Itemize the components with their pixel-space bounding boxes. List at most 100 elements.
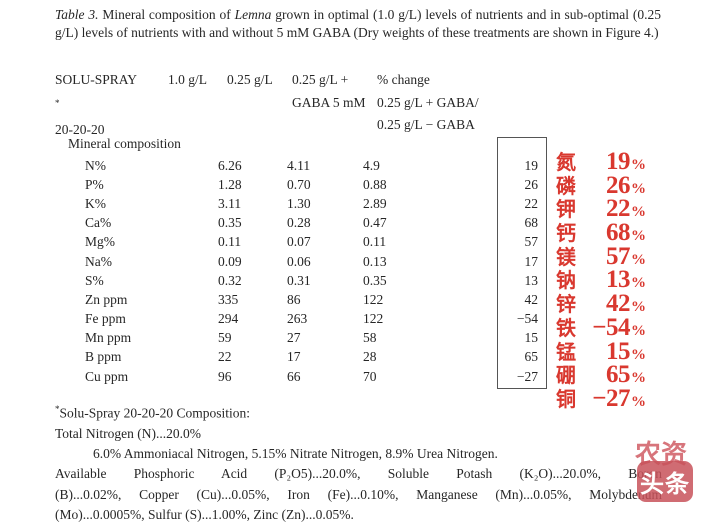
value-pct-change: 57 bbox=[524, 234, 539, 250]
annotation-element-cn: 锌 bbox=[556, 292, 576, 317]
annotation-row: 锰 15% bbox=[556, 336, 646, 365]
value-suboptimal: 1.30 bbox=[287, 195, 311, 211]
row-label: Ca% bbox=[85, 215, 112, 231]
annotation-row: 锌 42% bbox=[556, 288, 646, 317]
header-gaba-line1: 0.25 g/L + bbox=[292, 72, 349, 87]
red-annotations: 氮 19% 磷 26% 钾 22% 钙 68% 镁 57% 钠 13% 锌 42% 铁 −54%… bbox=[556, 146, 646, 412]
value-pct-change: 13 bbox=[524, 272, 539, 288]
value-optimal: 96 bbox=[218, 368, 232, 384]
footnote-composition-title: *Solu-Spray 20-20-20 Composition: bbox=[55, 399, 662, 424]
percent-sign: % bbox=[631, 251, 646, 268]
table-row: N% 6.26 4.11 4.9 19 bbox=[55, 156, 538, 175]
annotation-value: 19 bbox=[606, 148, 631, 175]
row-label: Zn ppm bbox=[85, 291, 128, 307]
footnote-nitrogen-breakdown: 6.0% Ammoniacal Nitrogen, 5.15% Nitrate … bbox=[93, 446, 498, 462]
table-row: Mg% 0.11 0.07 0.11 57 bbox=[55, 233, 538, 252]
watermark: 农资 头条 bbox=[633, 437, 713, 507]
annotation-row: 钾 22% bbox=[556, 193, 646, 222]
value-suboptimal: 0.06 bbox=[287, 253, 311, 269]
value-gaba: 28 bbox=[363, 349, 377, 365]
annotation-element-cn: 硼 bbox=[556, 363, 576, 388]
value-suboptimal: 0.07 bbox=[287, 234, 311, 250]
value-pct-change: −27 bbox=[516, 368, 538, 384]
value-gaba: 122 bbox=[363, 291, 384, 307]
caption-species-name: Lemna bbox=[234, 7, 272, 22]
annotation-value: 57 bbox=[606, 242, 631, 270]
table-row: B ppm 22 17 28 65 bbox=[55, 348, 538, 367]
value-pct-change: −54 bbox=[516, 311, 538, 327]
annotation-value: 13 bbox=[606, 266, 631, 294]
header-col-suboptimal: 0.25 g/L bbox=[227, 69, 273, 92]
annotation-element-cn: 钙 bbox=[556, 221, 576, 246]
header-pct-line2: 0.25 g/L + GABA/ bbox=[377, 94, 479, 110]
table-row: Mn ppm 59 27 58 15 bbox=[55, 329, 538, 348]
annotation-element-cn: 钾 bbox=[556, 197, 576, 222]
header-col-optimal: 1.0 g/L bbox=[168, 69, 207, 92]
header-pct-line3: 0.25 g/L − GABA bbox=[377, 117, 475, 132]
annotation-row: 磷 26% bbox=[556, 170, 646, 199]
value-gaba: 0.47 bbox=[363, 215, 387, 231]
table-row: S% 0.32 0.31 0.35 13 bbox=[55, 271, 538, 290]
table-row: P% 1.28 0.70 0.88 26 bbox=[55, 175, 538, 194]
percent-sign: % bbox=[631, 322, 646, 339]
annotation-element-cn: 铁 bbox=[556, 315, 576, 340]
header-col-product: SOLU-SPRAY * 20-20-20 bbox=[55, 69, 137, 141]
value-pct-change: 42 bbox=[524, 291, 539, 307]
percent-sign: % bbox=[631, 180, 646, 197]
footnote-title-text: Solu-Spray 20-20-20 Composition: bbox=[59, 405, 251, 421]
value-gaba: 58 bbox=[363, 330, 377, 346]
annotation-element-cn: 氮 bbox=[556, 150, 576, 174]
header-suboptimal-label: 0.25 g/L bbox=[227, 72, 273, 87]
annotation-value: 26 bbox=[606, 171, 631, 199]
value-pct-change: 19 bbox=[524, 157, 539, 173]
value-optimal: 0.32 bbox=[218, 272, 242, 288]
value-suboptimal: 27 bbox=[287, 330, 301, 346]
annotation-value: 42 bbox=[606, 290, 631, 318]
value-gaba: 70 bbox=[363, 368, 377, 384]
row-label: S% bbox=[85, 272, 104, 288]
pct-change-highlight-box bbox=[497, 137, 547, 389]
value-pct-change: 15 bbox=[524, 330, 539, 346]
percent-sign: % bbox=[631, 299, 646, 316]
row-label: B ppm bbox=[85, 349, 122, 365]
footnote-total-nitrogen: Total Nitrogen (N)...20.0% bbox=[55, 425, 202, 441]
row-label: K% bbox=[85, 195, 106, 211]
annotation-value: −27 bbox=[592, 384, 630, 412]
header-pct-line1: % change bbox=[377, 72, 430, 87]
footnote-minerals-line1: Available Phosphoric Acid (P₂O5)...20.0%… bbox=[55, 466, 662, 482]
annotation-value: −54 bbox=[592, 313, 630, 341]
header-gaba-line2: GABA 5 mM bbox=[292, 94, 366, 110]
watermark-badge: 头条 bbox=[637, 461, 693, 502]
row-label: Cu ppm bbox=[85, 368, 129, 384]
annotation-row: 铁 −54% bbox=[556, 312, 646, 341]
percent-sign: % bbox=[631, 275, 646, 292]
header-product-line2: 20-20-20 bbox=[55, 121, 105, 137]
value-pct-change: 65 bbox=[524, 349, 539, 365]
value-optimal: 59 bbox=[218, 330, 232, 346]
footnote-marker: * bbox=[55, 404, 60, 414]
caption-text-2: grown in optimal (1.0 g/L) levels of nut… bbox=[55, 7, 661, 40]
value-optimal: 0.35 bbox=[218, 215, 242, 231]
value-gaba: 0.88 bbox=[363, 176, 387, 192]
value-optimal: 1.28 bbox=[218, 176, 242, 192]
value-optimal: 3.11 bbox=[218, 195, 242, 211]
caption-text-1: Mineral composition of bbox=[98, 7, 235, 22]
annotation-value: 15 bbox=[606, 337, 631, 365]
row-label: Mg% bbox=[85, 234, 115, 250]
percent-sign: % bbox=[631, 228, 646, 245]
header-col-gaba: 0.25 g/L + GABA 5 mM bbox=[292, 69, 366, 114]
footnote-minerals-line3: (Mo)...0.0005%, Sulfur (S)...1.00%, Zinc… bbox=[55, 506, 354, 522]
header-product-line1: SOLU-SPRAY * bbox=[55, 69, 137, 119]
table-row: Ca% 0.35 0.28 0.47 68 bbox=[55, 214, 538, 233]
value-optimal: 22 bbox=[218, 349, 232, 365]
annotation-element-cn: 铜 bbox=[556, 386, 576, 411]
annotation-row: 铜 −27% bbox=[556, 383, 646, 412]
value-suboptimal: 17 bbox=[287, 349, 301, 365]
table-row: Fe ppm 294 263 122 −54 bbox=[55, 310, 538, 329]
value-suboptimal: 0.31 bbox=[287, 272, 311, 288]
value-suboptimal: 0.70 bbox=[287, 176, 311, 192]
annotation-element-cn: 钠 bbox=[556, 268, 576, 293]
row-label: Mn ppm bbox=[85, 330, 132, 346]
annotation-element-cn: 磷 bbox=[556, 173, 576, 198]
annotation-row: 硼 65% bbox=[556, 359, 646, 388]
